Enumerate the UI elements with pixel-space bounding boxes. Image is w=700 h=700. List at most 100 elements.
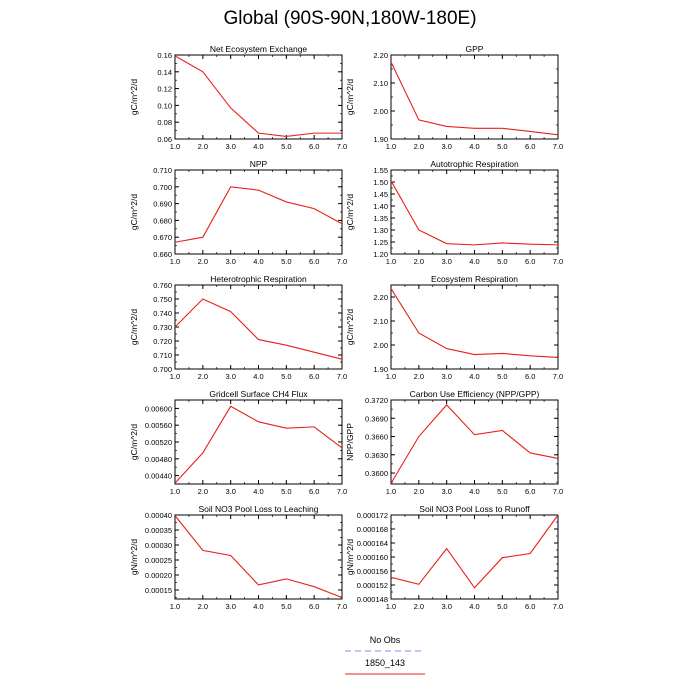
- x-tick-label: 4.0: [469, 142, 479, 151]
- y-tick-label: 0.000148: [357, 595, 388, 604]
- y-tick-label: 0.00480: [145, 455, 172, 464]
- y-tick-label: 0.680: [153, 216, 172, 225]
- plot-frame: [390, 54, 559, 140]
- x-tick-label: 5.0: [497, 487, 507, 496]
- y-tick-label: 1.55: [373, 166, 388, 175]
- series-line: [390, 61, 559, 136]
- x-tick-label: 5.0: [281, 487, 291, 496]
- x-tick-label: 7.0: [337, 142, 347, 151]
- x-tick-label: 7.0: [553, 602, 563, 611]
- series-line: [174, 186, 343, 243]
- x-tick-label: 4.0: [469, 257, 479, 266]
- y-tick-label: 0.3660: [365, 433, 388, 442]
- x-tick-label: 7.0: [337, 602, 347, 611]
- plot-frame: [174, 54, 343, 140]
- y-axis-label: gN/m^2/d: [345, 539, 355, 575]
- plot-frame: [390, 169, 559, 255]
- y-tick-label: 0.3690: [365, 414, 388, 423]
- y-tick-label: 2.00: [373, 107, 388, 116]
- x-tick-label: 2.0: [414, 372, 424, 381]
- chart-panel-9: Soil NO3 Pool Loss to Leaching gN/m^2/d 1.…: [129, 504, 347, 611]
- series-line: [390, 288, 559, 359]
- plot-frame: [390, 514, 559, 600]
- x-tick-label: 7.0: [553, 372, 563, 381]
- y-tick-label: 0.3600: [365, 469, 388, 478]
- y-tick-label: 0.000168: [357, 525, 388, 534]
- x-tick-label: 1.0: [170, 602, 180, 611]
- x-tick-label: 5.0: [497, 602, 507, 611]
- y-tick-label: 0.000156: [357, 567, 388, 576]
- x-tick-label: 4.0: [469, 487, 479, 496]
- y-tick-label: 1.45: [373, 190, 388, 199]
- x-tick-label: 1.0: [386, 487, 396, 496]
- x-tick-label: 5.0: [281, 372, 291, 381]
- y-tick-label: 2.10: [373, 79, 388, 88]
- x-tick-label: 7.0: [553, 142, 563, 151]
- y-tick-label: 2.20: [373, 293, 388, 302]
- chart-title: Gridcell Surface CH4 Flux: [209, 389, 308, 399]
- x-tick-label: 3.0: [225, 372, 235, 381]
- chart-title: NPP: [250, 159, 268, 169]
- y-tick-label: 2.00: [373, 341, 388, 350]
- chart-panel-3: NPP gC/m^2/d 1.0 2.0 3.0 4.0 5.0 6.0 7.0 0.660 0.6…: [129, 159, 347, 266]
- y-tick-label: 0.14: [157, 68, 172, 77]
- x-tick-label: 6.0: [309, 257, 319, 266]
- x-tick-label: 5.0: [281, 602, 291, 611]
- x-tick-label: 1.0: [170, 487, 180, 496]
- y-tick-label: 0.700: [153, 183, 172, 192]
- x-tick-label: 5.0: [497, 257, 507, 266]
- series-line: [390, 180, 559, 246]
- y-tick-label: 1.25: [373, 238, 388, 247]
- x-tick-label: 2.0: [198, 602, 208, 611]
- x-tick-label: 1.0: [386, 372, 396, 381]
- y-axis-label: gN/m^2/d: [129, 539, 139, 575]
- x-tick-label: 3.0: [441, 257, 451, 266]
- x-tick-label: 5.0: [497, 372, 507, 381]
- x-tick-label: 1.0: [170, 372, 180, 381]
- chart-title: Soil NO3 Pool Loss to Leaching: [198, 504, 318, 514]
- x-tick-label: 2.0: [414, 142, 424, 151]
- x-tick-label: 2.0: [198, 372, 208, 381]
- x-tick-label: 4.0: [469, 602, 479, 611]
- x-tick-label: 1.0: [170, 257, 180, 266]
- chart-title: Carbon Use Efficiency (NPP/GPP): [410, 389, 540, 399]
- y-axis-label: gC/m^2/d: [129, 309, 139, 345]
- plot-frame: [174, 284, 343, 370]
- x-tick-label: 3.0: [441, 602, 451, 611]
- plot-frame: [174, 514, 343, 600]
- x-tick-label: 7.0: [337, 257, 347, 266]
- x-tick-label: 2.0: [414, 487, 424, 496]
- series-line: [390, 404, 559, 484]
- x-tick-label: 2.0: [414, 257, 424, 266]
- y-tick-label: 0.3720: [365, 396, 388, 405]
- y-tick-label: 0.00520: [145, 438, 172, 447]
- y-axis-label: gC/m^2/d: [345, 79, 355, 115]
- chart-title: Autotrophic Respiration: [430, 159, 519, 169]
- series-line: [174, 298, 343, 360]
- x-tick-label: 2.0: [198, 257, 208, 266]
- chart-panel-8: Carbon Use Efficiency (NPP/GPP) NPP/GPP 1.…: [345, 389, 563, 496]
- y-tick-label: 0.00025: [145, 556, 172, 565]
- x-tick-label: 5.0: [281, 257, 291, 266]
- y-tick-label: 1.40: [373, 202, 388, 211]
- page-title: Global (90S-90N,180W-180E): [223, 8, 477, 29]
- x-tick-label: 7.0: [337, 487, 347, 496]
- y-tick-label: 0.12: [157, 85, 172, 94]
- x-tick-label: 3.0: [441, 372, 451, 381]
- x-tick-label: 7.0: [337, 372, 347, 381]
- y-tick-label: 0.000172: [357, 511, 388, 520]
- y-tick-label: 0.06: [157, 135, 172, 144]
- plot-frame: [174, 399, 343, 485]
- x-tick-label: 1.0: [386, 257, 396, 266]
- x-tick-label: 5.0: [497, 142, 507, 151]
- x-tick-label: 6.0: [309, 142, 319, 151]
- chart-title: Soil NO3 Pool Loss to Runoff: [419, 504, 530, 514]
- x-tick-label: 6.0: [309, 602, 319, 611]
- x-tick-label: 4.0: [469, 372, 479, 381]
- chart-title: Ecosystem Respiration: [431, 274, 518, 284]
- series-line: [390, 514, 559, 589]
- y-tick-label: 0.00440: [145, 472, 172, 481]
- y-axis-label: gC/m^2/d: [345, 194, 355, 230]
- y-tick-label: 0.00015: [145, 586, 172, 595]
